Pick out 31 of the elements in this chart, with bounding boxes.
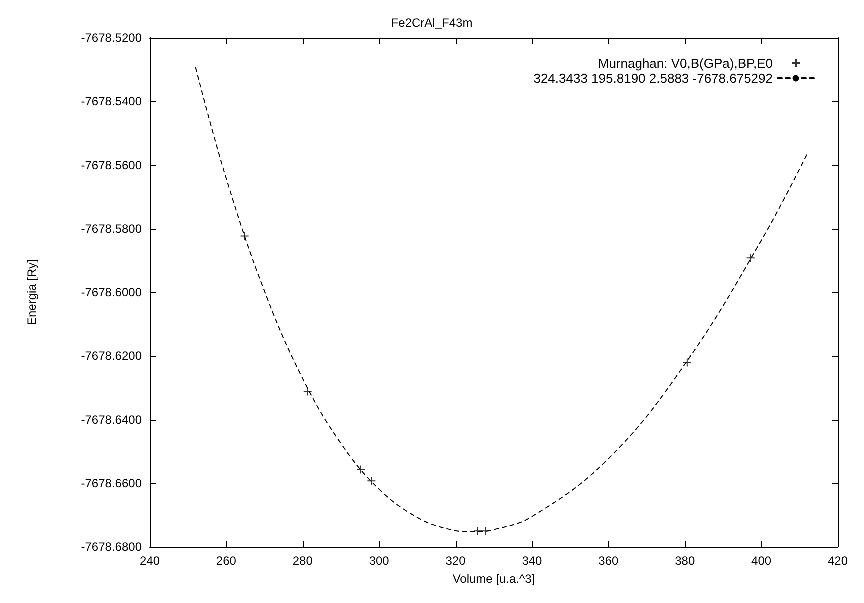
x-tick-label: 340	[522, 554, 543, 568]
x-tick-label: 320	[446, 554, 466, 568]
point	[356, 465, 366, 474]
x-tick-label: 280	[292, 554, 314, 568]
y-tick-label: -7678.5800	[81, 222, 142, 236]
y-tick-label: -7678.5400	[81, 94, 142, 109]
x-axis-title: Volume [u.a.^3]	[452, 572, 536, 586]
legend-label: Murnaghan: V0,B(GPa),BP,E0	[598, 56, 773, 71]
y-axis-title: Energia [Ry]	[25, 259, 39, 326]
y-tick-label: -7678.5600	[81, 158, 142, 172]
point	[367, 476, 376, 486]
x-tick-label: 300	[369, 554, 390, 568]
legend-label: 324.3433 195.8190 2.5883 -7678.675292	[534, 71, 773, 86]
point	[240, 232, 250, 241]
y-tick-label: -7678.6400	[81, 412, 142, 427]
x-tick-label: 240	[140, 554, 160, 568]
x-tick-label: 260	[216, 554, 237, 568]
y-tick-label: -7678.6800	[81, 540, 142, 554]
y-tick-label: -7678.6200	[81, 349, 142, 364]
y-tick-label: -7678.5200	[81, 31, 142, 45]
x-tick-label: 380	[675, 554, 696, 568]
point	[746, 254, 756, 263]
chart-title: Fe2CrAl_F43m	[391, 16, 473, 30]
x-tick-label: 420	[828, 554, 848, 568]
y-tick-label: -7678.6000	[81, 286, 142, 300]
y-tick-label: -7678.6600	[81, 476, 142, 490]
x-tick-label: 360	[598, 554, 619, 568]
x-tick-label: 400	[752, 554, 772, 568]
point	[682, 358, 692, 368]
point	[473, 526, 482, 536]
point	[303, 387, 312, 396]
